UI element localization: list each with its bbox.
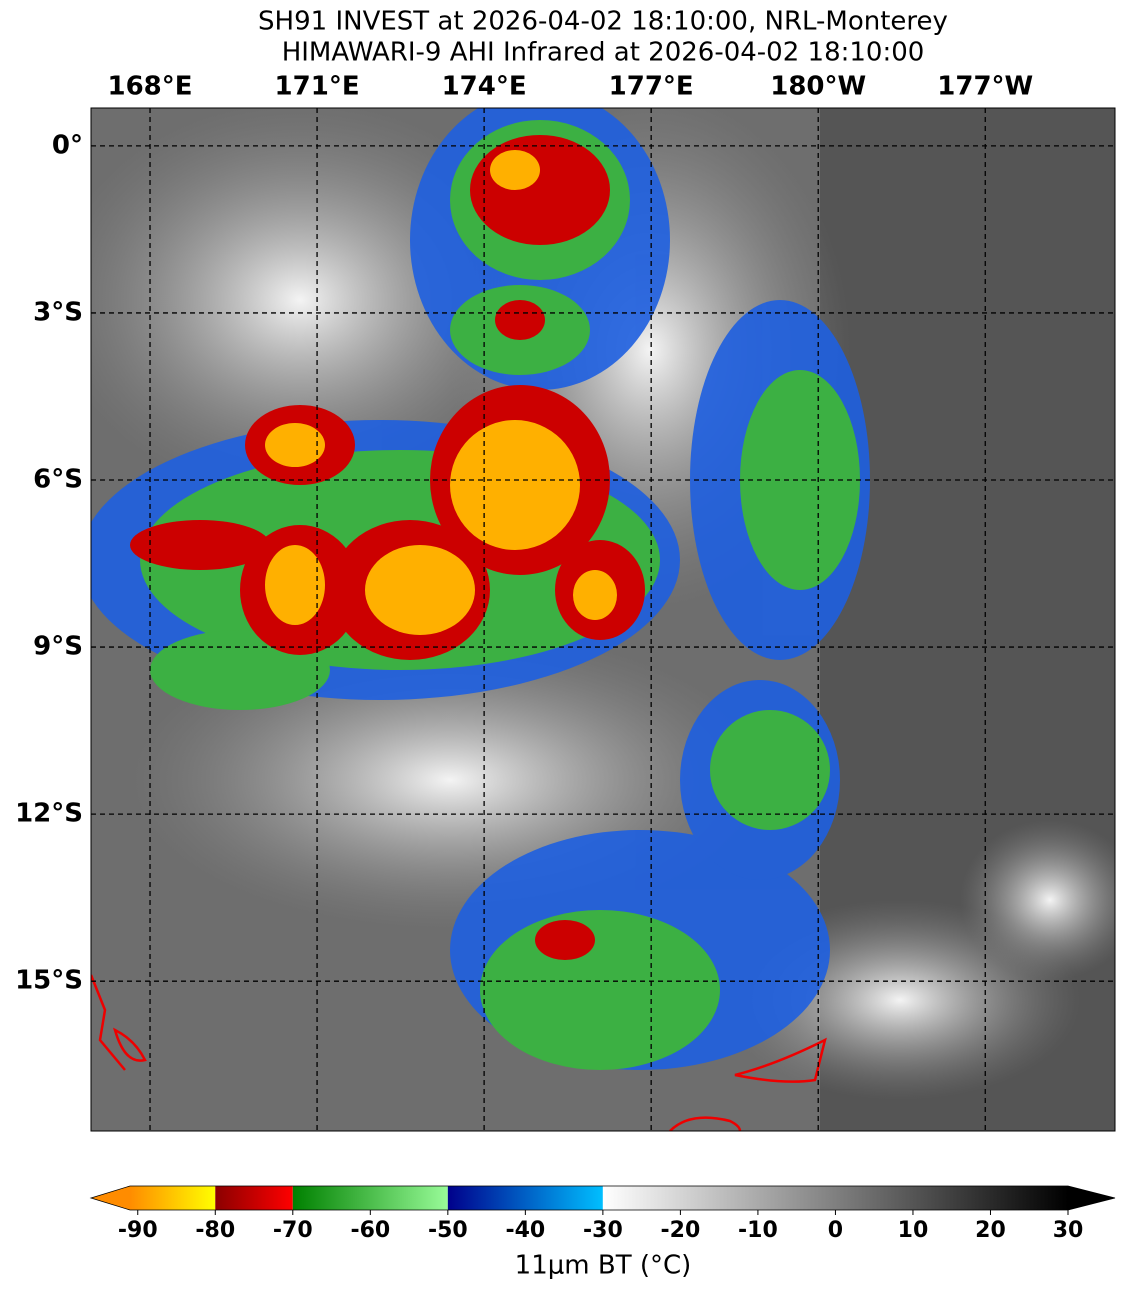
colorbar-tick-label: -60 [350, 1218, 390, 1243]
colorbar-tick-label: -30 [583, 1218, 623, 1243]
colorbar-segment [602, 1186, 1068, 1210]
lat-label: 15°S [15, 966, 83, 996]
colorbar-tick-label: -90 [118, 1218, 158, 1243]
colorbar-tick-label: -50 [428, 1218, 468, 1243]
colorbar-tick-label: -70 [273, 1218, 313, 1243]
colorbar-label: 11μm BT (°C) [515, 1251, 692, 1281]
colorbar-tick-label: -20 [661, 1218, 701, 1243]
colorbar-segment [215, 1186, 293, 1210]
lon-label: 177°E [609, 72, 694, 102]
lat-label: 3°S [33, 297, 83, 327]
title: SH91 INVEST at 2026-04-02 18:10:00, NRL-… [258, 7, 948, 37]
colorbar-tick-label: 20 [975, 1218, 1006, 1243]
colorbar-tick-label: 0 [828, 1218, 843, 1243]
map-frame [90, 107, 1116, 1132]
colorbar-segment [447, 1186, 603, 1210]
lat-label: 0° [52, 130, 83, 160]
lat-label: 6°S [33, 465, 83, 495]
subtitle: HIMAWARI-9 AHI Infrared at 2026-04-02 18… [282, 38, 925, 68]
lat-label: 9°S [33, 632, 83, 662]
lon-label: 180°W [770, 72, 866, 102]
colorbar-tick-label: 10 [898, 1218, 929, 1243]
lat-label: 12°S [15, 799, 83, 829]
lon-label: 177°W [937, 72, 1033, 102]
lon-label: 168°E [107, 72, 192, 102]
colorbar-segment [130, 1186, 216, 1210]
satellite-image [91, 108, 1115, 1131]
lon-label: 171°E [275, 72, 360, 102]
colorbar-tick-label: 30 [1053, 1218, 1084, 1243]
colorbar-tick-label: -10 [738, 1218, 778, 1243]
colorbar-tick-label: -40 [505, 1218, 545, 1243]
colorbar-extend-high [1068, 1186, 1115, 1210]
lon-label: 174°E [442, 72, 527, 102]
colorbar-extend-low [91, 1186, 130, 1210]
colorbar-segment [292, 1186, 448, 1210]
colorbar-outline [89, 1185, 1116, 1211]
colorbar-tick-label: -80 [195, 1218, 235, 1243]
